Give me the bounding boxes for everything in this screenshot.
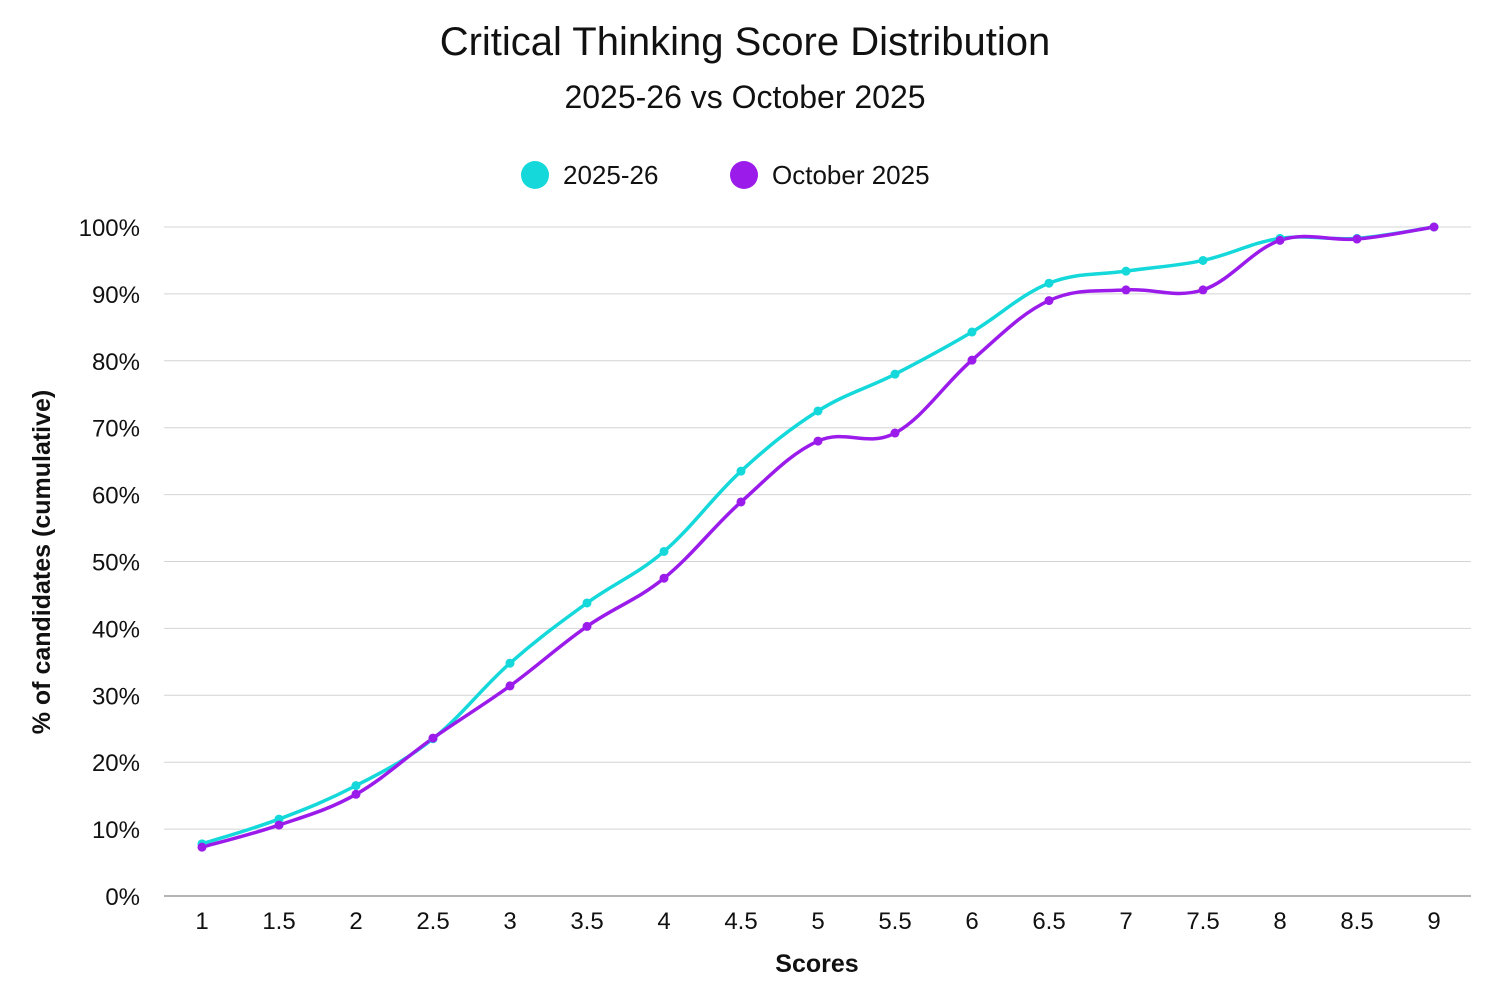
x-tick-label: 1.5 [262,908,295,935]
chart-subtitle: 2025-26 vs October 2025 [564,79,925,115]
legend-swatch-october-2025 [730,161,758,189]
gridlines [164,226,1471,830]
x-tick-label: 3.5 [570,908,603,935]
x-tick-label: 8 [1273,908,1286,935]
y-tick-label: 80% [92,349,140,376]
x-tick-label: 1 [195,908,208,935]
x-tick-label: 6.5 [1032,908,1065,935]
data-point-october-2025 [197,842,207,852]
x-tick-label: 8.5 [1340,908,1373,935]
data-point-october-2025 [582,621,592,631]
data-point-october-2025 [1121,285,1131,295]
x-tick-label: 5.5 [878,908,911,935]
y-tick-label: 40% [92,616,140,643]
legend-swatch-2025-26 [521,161,549,189]
y-tick-label: 50% [92,550,140,577]
data-point-october-2025 [813,436,823,446]
x-axis-ticks: 1 1.5 2 2.5 3 3.5 4 4.5 5 5.5 6 6.5 7 7.5 8 8.5 9 [195,908,1440,935]
x-tick-label: 7 [1119,908,1132,935]
x-axis-title: Scores [775,950,858,978]
data-point-2025-26 [582,598,592,608]
y-tick-label: 30% [92,683,140,710]
y-axis-title: % of candidates (cumulative) [28,390,56,735]
data-point-october-2025 [967,355,977,365]
x-tick-label: 4 [657,908,670,935]
data-point-2025-26 [813,406,823,416]
y-tick-label: 100% [79,215,140,242]
series-lines [200,225,1436,849]
y-tick-label: 0% [105,884,140,911]
y-tick-label: 10% [92,817,140,844]
data-point-2025-26 [1198,255,1208,265]
data-point-october-2025 [1044,296,1054,306]
data-point-october-2025 [1198,285,1208,295]
data-point-october-2025 [890,428,900,438]
x-tick-label: 2.5 [416,908,449,935]
x-tick-label: 7.5 [1186,908,1219,935]
data-point-2025-26 [351,781,361,791]
data-point-2025-26 [967,327,977,337]
series-points [197,222,1439,852]
data-point-october-2025 [1352,234,1362,244]
x-tick-label: 9 [1427,908,1440,935]
data-point-october-2025 [428,733,438,743]
data-point-october-2025 [1429,222,1439,232]
data-point-2025-26 [505,658,515,668]
data-point-october-2025 [274,820,284,830]
chart-title: Critical Thinking Score Distribution [440,20,1051,64]
data-point-2025-26 [890,369,900,379]
data-point-2025-26 [1044,278,1054,288]
legend: 2025-26 October 2025 [521,160,930,190]
x-tick-label: 6 [965,908,978,935]
y-tick-label: 70% [92,416,140,443]
x-tick-label: 2 [349,908,362,935]
data-point-october-2025 [736,497,746,507]
y-tick-label: 60% [92,483,140,510]
y-axis-ticks: 0% 10% 20% 30% 40% 50% 60% 70% 80% 90% 100% [79,215,140,911]
legend-label-october-2025: October 2025 [772,160,930,190]
x-tick-label: 4.5 [724,908,757,935]
series-line-2025-26 [200,225,1436,846]
data-point-october-2025 [1275,235,1285,245]
x-tick-label: 5 [811,908,824,935]
y-tick-label: 20% [92,750,140,777]
y-tick-label: 90% [92,282,140,309]
data-point-october-2025 [505,681,515,691]
data-point-2025-26 [736,466,746,476]
series-line-october-2025 [200,225,1436,849]
data-point-october-2025 [351,789,361,799]
data-point-2025-26 [659,546,669,556]
x-tick-label: 3 [503,908,516,935]
legend-label-2025-26: 2025-26 [563,160,658,190]
data-point-october-2025 [659,573,669,583]
data-point-2025-26 [1121,266,1131,276]
